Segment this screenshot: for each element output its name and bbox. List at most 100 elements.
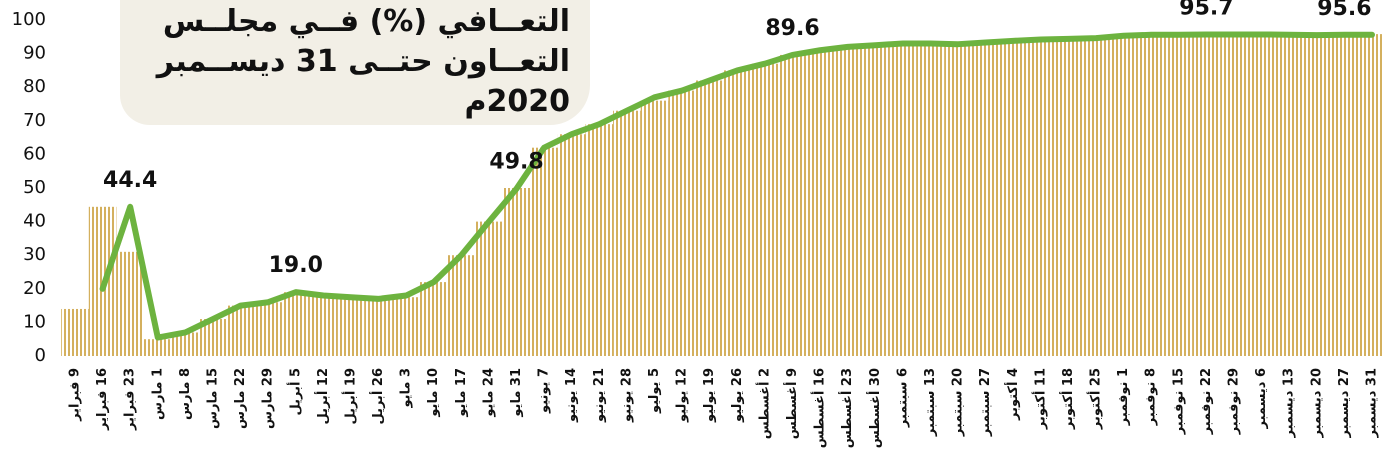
data-label: 19.0 [269,253,323,278]
bar [1303,35,1331,357]
data-label: 44.4 [103,168,157,193]
x-tick-label: 28 يونيو [619,368,634,423]
x-tick-label: 15 نوفمبر [1171,368,1186,435]
x-tick-label: 16 أغسطس [811,368,828,448]
x-tick-label: 6 ديسمبر [1254,368,1269,429]
x-tick-label: 21 يونيو [592,368,607,423]
bar [447,255,476,356]
x-tick-label: 23 أغسطس [838,368,855,448]
y-tick-label: 10 [23,311,46,332]
x-tick-label: 9 أغسطس [783,368,800,439]
bar [337,297,365,356]
x-tick-label: 16 فبراير [95,368,110,431]
x-tick-label: 19 أبريل [341,368,358,425]
x-tick-label: 5 يوليو [647,368,662,414]
bar [364,298,393,356]
x-tick-label: 18 أكتوبر [1059,368,1076,430]
chart-title: التعــافي (%) فــي مجلــس التعــاون حتــ… [120,0,590,125]
data-label: 89.6 [765,16,819,41]
bar [281,292,310,356]
bar [61,308,89,356]
y-tick-label: 30 [23,244,46,265]
y-tick-label: 50 [23,177,46,198]
x-tick-label: 29 مارس [261,368,276,429]
x-tick-label: 24 مايو [481,368,496,418]
bar [1054,38,1083,356]
x-tick-label: 20 ديسمبر [1309,368,1324,439]
x-tick-label: 13 ديسمبر [1282,368,1297,439]
bar [171,332,200,356]
bar [723,70,752,357]
bar [1247,34,1276,356]
x-tick-label: 26 أبريل [369,368,386,425]
x-tick-label: 22 نوفمبر [1199,368,1214,435]
x-tick-label: 14 يونيو [564,368,579,423]
x-tick-label: 3 مايو [399,368,414,409]
bar [585,124,614,356]
x-tick-label: 22 مارس [233,368,248,429]
bar [1275,34,1304,357]
x-tick-label: 23 فبراير [123,368,138,431]
bar [613,110,641,356]
bar [1192,34,1221,356]
bar [695,80,724,356]
x-tick-label: 11 أكتوبر [1031,368,1048,430]
bar [143,339,172,356]
x-tick-label: 8 مارس [178,368,193,420]
x-tick-label: 17 مايو [454,368,469,418]
data-label: 49.8 [489,150,543,175]
x-tick-label: 6 سبتمبر [895,368,910,428]
bar [1220,34,1248,356]
y-tick-label: 40 [23,211,46,232]
x-tick-label: 9 فبراير [68,368,83,422]
x-tick-label: 12 أبريل [314,368,331,425]
x-tick-label: 25 أكتوبر [1087,368,1104,430]
bar [833,46,862,356]
x-tick-label: 27 سبتمبر [978,368,993,437]
x-tick-label: 5 أبريل [286,368,303,415]
bar [1165,34,1193,357]
bar [1027,39,1055,356]
x-tick-label: 1 مارس [150,368,165,420]
bar [392,297,420,356]
bar [778,54,807,356]
bar [1358,34,1383,356]
bar [1109,35,1138,357]
bar [889,43,917,357]
bar [309,295,338,356]
x-tick-label: 12 يوليو [675,368,690,423]
bar [1330,34,1359,357]
x-tick-label: 31 ديسمبر [1365,368,1380,439]
x-tick-label: 4 أكتوبر [1004,368,1021,421]
y-tick-label: 20 [23,278,46,299]
y-tick-label: 80 [23,76,46,97]
bar [116,251,144,356]
y-tick-label: 90 [23,43,46,64]
bar [806,50,834,357]
bar [254,302,282,356]
y-tick-label: 60 [23,143,46,164]
x-tick-label: 2 أغسطس [755,368,772,439]
x-tick-label: 30 أغسطس [866,368,883,448]
line [99,31,1375,341]
x-tick-label: 13 سبتمبر [923,368,938,437]
bar [751,63,779,357]
bar [916,43,945,357]
bar [557,134,586,356]
x-tick-label: 26 يوليو [730,368,745,423]
data-label: 95.7 [1179,0,1233,20]
bar [944,44,972,356]
x-tick-label: 7 يونيو [537,368,552,414]
bar [475,221,503,356]
x-tick-label: 15 مارس [205,368,220,429]
x-tick-label: 19 يوليو [702,368,717,423]
x-tick-label: 31 مايو [509,368,524,418]
bar [226,305,255,356]
y-tick-label: 0 [35,345,46,366]
bar [668,90,696,356]
bar [1137,34,1166,357]
x-tick-label: 29 نوفمبر [1227,368,1242,435]
bar [1082,38,1110,356]
x-tick-label: 27 ديسمبر [1337,368,1352,439]
